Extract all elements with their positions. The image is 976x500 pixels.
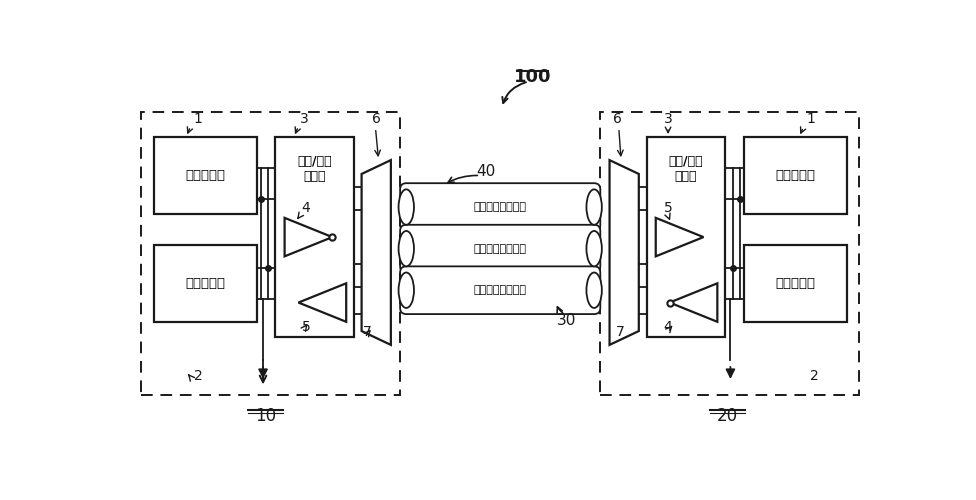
Ellipse shape xyxy=(398,272,414,308)
Bar xyxy=(142,112,400,395)
Text: 功能电路块: 功能电路块 xyxy=(185,277,225,290)
Ellipse shape xyxy=(398,231,414,266)
Text: 5: 5 xyxy=(664,202,672,215)
Bar xyxy=(744,137,847,214)
FancyBboxPatch shape xyxy=(400,183,600,231)
Text: 电源电路块: 电源电路块 xyxy=(185,169,225,182)
Bar xyxy=(646,137,725,337)
Text: 10: 10 xyxy=(255,406,276,424)
Text: 差分信号传输线路: 差分信号传输线路 xyxy=(473,244,527,254)
Ellipse shape xyxy=(587,190,602,225)
Text: 功能电路块: 功能电路块 xyxy=(775,277,815,290)
Text: 1: 1 xyxy=(194,112,203,126)
Ellipse shape xyxy=(398,190,414,225)
Text: 100: 100 xyxy=(513,68,551,86)
FancyBboxPatch shape xyxy=(400,225,600,272)
FancyBboxPatch shape xyxy=(400,266,600,314)
Text: 20: 20 xyxy=(716,406,738,424)
Text: 电源地对传输线路: 电源地对传输线路 xyxy=(473,202,527,212)
Bar xyxy=(275,137,354,337)
Bar xyxy=(153,137,257,214)
Bar xyxy=(600,112,859,395)
Text: 6: 6 xyxy=(373,112,382,126)
Text: 输入/输出
电路块: 输入/输出 电路块 xyxy=(298,156,332,184)
Text: 3: 3 xyxy=(664,112,672,126)
Text: 2: 2 xyxy=(810,368,819,382)
Bar xyxy=(153,245,257,322)
Bar xyxy=(744,245,847,322)
Text: 4: 4 xyxy=(302,202,310,215)
Text: 4: 4 xyxy=(664,320,672,334)
Text: 差分信号传输线路: 差分信号传输线路 xyxy=(473,285,527,295)
Polygon shape xyxy=(656,218,704,256)
Text: 1: 1 xyxy=(806,112,816,126)
Text: 2: 2 xyxy=(194,368,202,382)
Text: 5: 5 xyxy=(302,320,310,334)
Text: 3: 3 xyxy=(300,112,308,126)
Ellipse shape xyxy=(587,272,602,308)
Text: 电源电路块: 电源电路块 xyxy=(775,169,815,182)
Ellipse shape xyxy=(587,231,602,266)
Text: 输入/输出
电路块: 输入/输出 电路块 xyxy=(669,156,703,184)
Polygon shape xyxy=(361,160,390,345)
Polygon shape xyxy=(299,284,346,322)
Polygon shape xyxy=(670,284,717,322)
Text: 7: 7 xyxy=(616,324,625,338)
Text: 7: 7 xyxy=(363,324,372,338)
Text: 30: 30 xyxy=(556,313,576,328)
Polygon shape xyxy=(610,160,639,345)
Text: 6: 6 xyxy=(613,112,623,126)
Polygon shape xyxy=(285,218,333,256)
Text: 40: 40 xyxy=(476,164,496,179)
